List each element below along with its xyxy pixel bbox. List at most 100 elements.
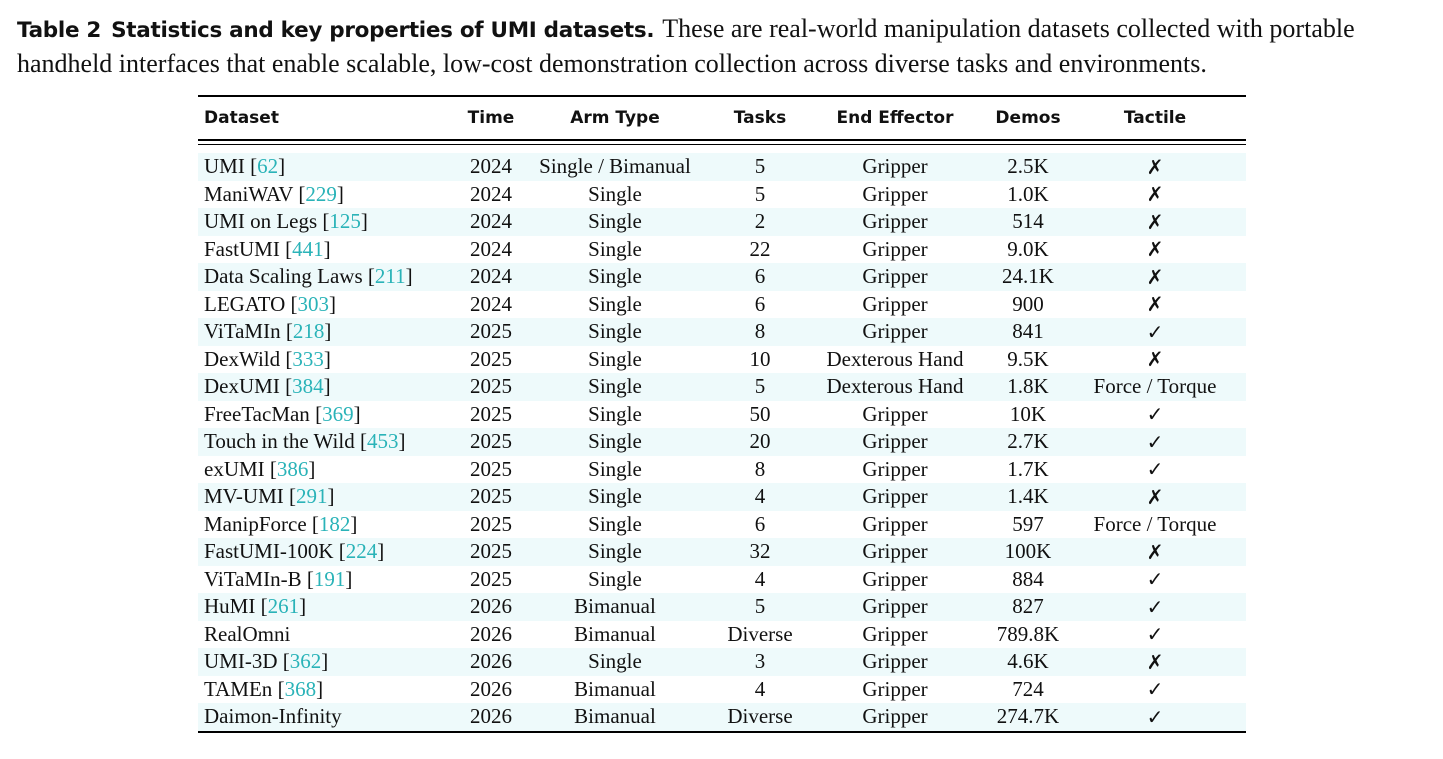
cell-end-effector: Gripper [862,621,928,646]
dataset-name: ViTaMIn [204,319,281,344]
citation-link[interactable]: 453 [366,429,399,454]
cell-arm-type: Single [588,566,642,591]
citation-link[interactable]: 182 [318,511,351,536]
cell-tactile: Force / Torque [1093,374,1217,399]
cross-mark-icon: ✗ [1146,182,1164,207]
header-tactile: Tactile [1123,108,1187,128]
cell-dataset: ViTaMIn [218] [204,319,332,344]
dataset-name: TAMEn [204,676,273,701]
cell-tasks: 4 [754,676,766,701]
cell-arm-type: Single [588,539,642,564]
cell-dataset: HuMI [261] [204,594,307,619]
cell-dataset: TAMEn [368] [204,676,324,701]
citation-link[interactable]: 291 [295,484,328,509]
cell-time: 2024 [470,291,512,316]
cell-tasks: 6 [754,291,766,316]
table-row: ViTaMIn [218] 2025 Single 8 Gripper 841 ✓ [198,318,1246,346]
cell-time: 2026 [470,704,512,729]
citation-link[interactable]: 368 [284,676,317,701]
cell-time: 2024 [470,209,512,234]
check-mark-icon: ✓ [1146,677,1164,702]
check-mark-icon: ✓ [1146,319,1164,344]
cell-end-effector: Gripper [862,539,928,564]
cell-dataset: Daimon-Infinity [198,704,462,729]
citation-link[interactable]: 333 [292,346,324,371]
cell-tasks: 32 [749,539,771,564]
cell-time: 2025 [470,401,512,426]
citation-link[interactable]: 62 [257,154,279,179]
dataset-name: ManipForce [204,511,307,536]
table-row: MV-UMI [291] 2025 Single 4 Gripper 1.4K ✗ [198,483,1246,511]
cell-arm-type: Single [588,649,642,674]
citation-link[interactable]: 261 [267,594,300,619]
dataset-name: FastUMI [204,236,280,261]
cell-dataset: ManipForce [182] [204,511,358,536]
cell-time: 2025 [470,539,512,564]
cross-mark-icon: ✗ [1146,539,1164,564]
header-dataset: Dataset [204,108,279,128]
citation-link[interactable]: 362 [289,649,322,674]
cell-end-effector: Gripper [862,209,928,234]
citation-link[interactable]: 386 [276,456,309,481]
citation-link[interactable]: 224 [345,539,378,564]
cell-time: 2025 [470,319,512,344]
citation-link[interactable]: 303 [297,291,330,316]
cell-arm-type: Single [588,209,642,234]
cell-end-effector: Gripper [862,264,928,289]
cell-arm-type: Single [588,511,642,536]
header-tasks: Tasks [733,108,787,128]
cell-time: 2026 [470,649,512,674]
cell-end-effector: Gripper [862,181,928,206]
table-row: TAMEn [368] 2026 Bimanual 4 Gripper 724 ✓ [198,676,1246,704]
table-row: RealOmni 2026 Bimanual Diverse Gripper 789.8K… [198,621,1246,649]
table-row: DexUMI [384] 2025 Single 5 Dexterous Hand 1.8… [198,373,1246,401]
cell-demos: 1.7K [1007,456,1049,481]
table-header-row: Dataset Time Arm Type Tasks End Effector… [198,97,1246,139]
cell-dataset: UMI-3D [362] [204,649,329,674]
table-row: HuMI [261] 2026 Bimanual 5 Gripper 827 ✓ [198,593,1246,621]
citation-link[interactable]: 441 [292,236,324,261]
cell-tactile: Force / Torque [1093,511,1217,536]
citation-link[interactable]: 191 [313,566,346,591]
cell-dataset: FreeTacMan [369] [204,401,361,426]
cell-end-effector: Gripper [862,456,928,481]
citation-link[interactable]: 369 [322,401,354,426]
dataset-name: DexUMI [204,374,280,399]
citation-link[interactable]: 211 [374,264,406,289]
cell-arm-type: Single / Bimanual [539,154,691,179]
cell-tasks: 5 [754,154,766,179]
header-arm-type: Arm Type [570,108,660,128]
table-row: FastUMI-100K [224] 2025 Single 32 Gripper 100… [198,538,1246,566]
table-row: exUMI [386] 2025 Single 8 Gripper 1.7K ✓ [198,456,1246,484]
table-row: DexWild [333] 2025 Single 10 Dexterous Hand 9… [198,346,1246,374]
cell-time: 2026 [470,621,512,646]
cell-demos: 24.1K [1002,264,1054,289]
citation-link[interactable]: 229 [305,181,337,206]
cell-arm-type: Single [588,291,642,316]
cell-arm-type: Bimanual [574,676,656,701]
header-demos: Demos [995,108,1061,128]
cell-demos: 10K [1009,401,1047,426]
cell-demos: 514 [1012,209,1044,234]
cell-demos: 4.6K [1007,649,1049,674]
check-mark-icon: ✓ [1146,704,1164,729]
table-row: ManiWAV [229] 2024 Single 5 Gripper 1.0K ✗ [198,181,1246,209]
citation-link[interactable]: 384 [292,374,324,399]
cross-mark-icon: ✗ [1146,292,1164,317]
cell-arm-type: Single [588,346,642,371]
cross-mark-icon: ✗ [1146,347,1164,372]
cell-arm-type: Single [588,319,642,344]
dataset-name: RealOmni [204,621,291,646]
cell-demos: 841 [1012,319,1044,344]
citation-link[interactable]: 125 [329,209,361,234]
cell-tasks: 6 [754,264,766,289]
cell-demos: 884 [1012,566,1044,591]
citation-link[interactable]: 218 [292,319,325,344]
dataset-name: Daimon-Infinity [204,704,342,729]
cell-dataset: FastUMI [441] [204,236,331,261]
cell-arm-type: Single [588,401,642,426]
table-row: Data Scaling Laws [211] 2024 Single 6 Grippe… [198,263,1246,291]
cell-end-effector: Gripper [862,319,928,344]
table-row: FastUMI [441] 2024 Single 22 Gripper 9.0K ✗ [198,236,1246,264]
cell-tasks: Diverse [727,621,793,646]
